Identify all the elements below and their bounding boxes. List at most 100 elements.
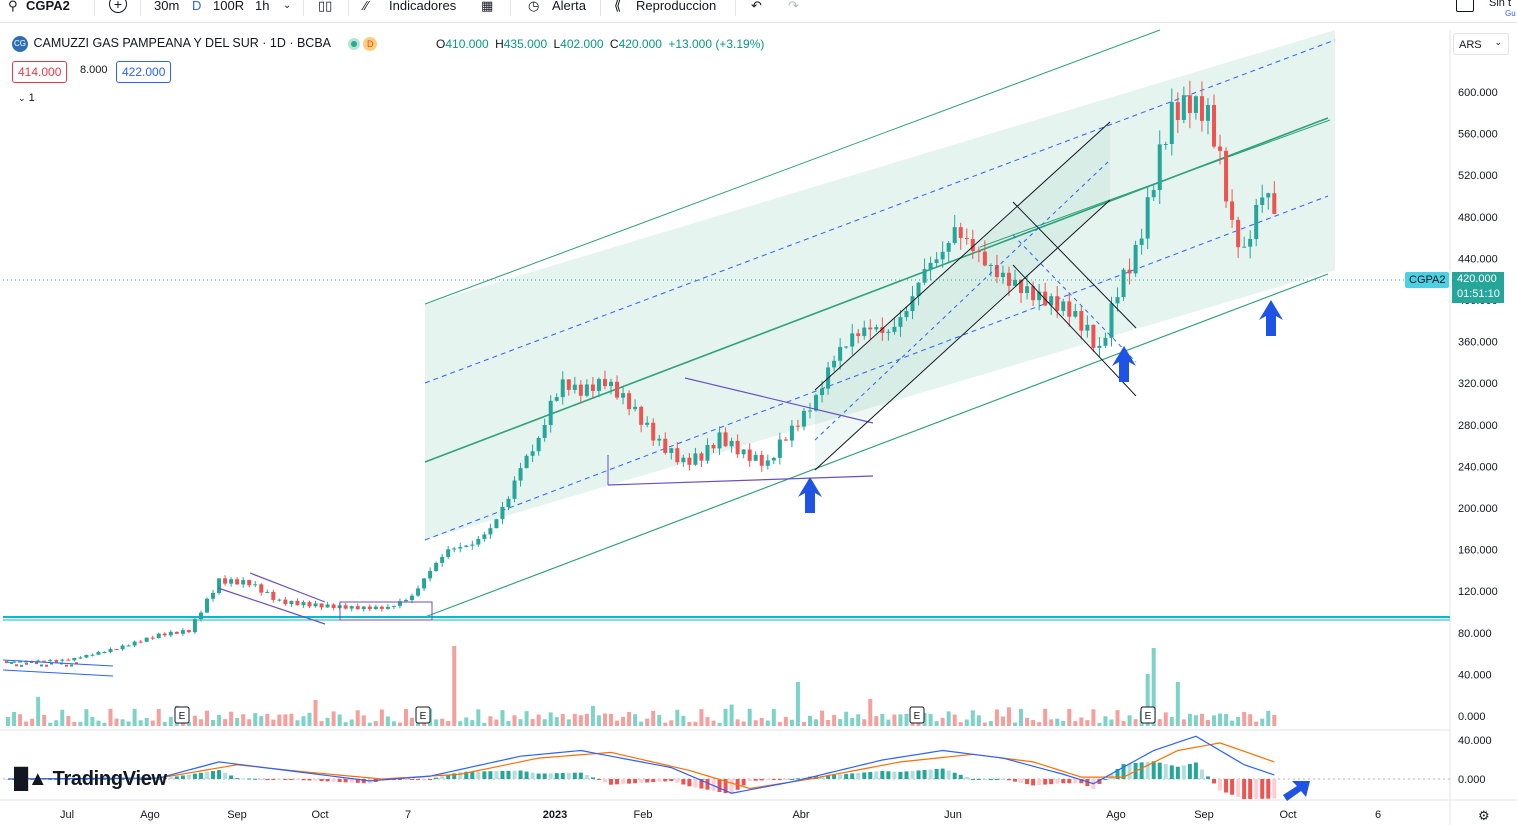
macd-histogram-bar (295, 779, 300, 781)
uptrend-lower-line (814, 199, 1111, 471)
volume-bar (530, 719, 535, 726)
early-channel-line (2, 669, 114, 677)
macd-histogram-bar (572, 772, 577, 779)
candle-body (476, 538, 481, 545)
volume-bar (1254, 721, 1259, 726)
volume-bar (42, 714, 47, 726)
indicators-button[interactable]: Indicadores (389, 0, 457, 13)
indicators-collapse[interactable]: ⌄ 1 (18, 92, 35, 104)
candle-body (753, 454, 758, 461)
macd-histogram-bar (84, 779, 89, 780)
candle-body (138, 641, 143, 643)
interval-1h-button[interactable]: 1h (255, 0, 270, 13)
volume-bar (970, 710, 975, 726)
volume-bar (711, 720, 716, 726)
currency-select[interactable]: ARS ⌄ (1453, 33, 1509, 55)
macd-histogram-bar (669, 779, 674, 781)
candle-body (1175, 102, 1180, 121)
candle-body (75, 662, 78, 665)
macd-histogram-bar (590, 777, 595, 779)
inner-channel-fill (815, 122, 1110, 470)
alert-button[interactable]: Alerta (552, 0, 586, 13)
candle-body (277, 599, 282, 601)
candle-body (1212, 105, 1216, 147)
macd-histogram-bar (1073, 779, 1078, 784)
macd-histogram-bar (325, 779, 330, 782)
x-tick-label: Sep (1194, 809, 1214, 821)
indicators-icon[interactable]: ∕∕ (364, 0, 369, 13)
open-value: 410.000 (445, 37, 489, 51)
y-tick-label: 120.000 (1458, 586, 1498, 598)
volume-bar (627, 712, 632, 726)
tradingview-logo[interactable]: █▲ TradingView (14, 768, 167, 791)
macd-histogram-bar (1242, 779, 1247, 800)
macd-histogram-bar (729, 779, 734, 795)
replay-icon[interactable]: ⟪ (614, 0, 622, 13)
macd-histogram-bar (657, 779, 662, 782)
volume-bar (1212, 715, 1216, 726)
macd-histogram-bar (687, 779, 692, 787)
up-arrow-marker (798, 477, 822, 513)
x-tick-label: Jun (944, 809, 962, 821)
macd-histogram-bar (1163, 764, 1168, 779)
candle-body (72, 657, 77, 661)
macd-histogram-bar (1061, 779, 1066, 784)
volume-bar (126, 721, 131, 726)
macd-histogram-bar (639, 779, 644, 783)
volume-bar (1006, 707, 1011, 726)
symbol-search[interactable]: CGPA2 (26, 0, 70, 13)
volume-bar (54, 720, 59, 726)
macd-histogram-bar (602, 779, 607, 783)
compare-add-button[interactable]: + (109, 0, 127, 13)
fullscreen-icon[interactable] (1456, 0, 1474, 12)
volume-bar (1236, 716, 1241, 726)
account-label[interactable]: Sin t (1489, 0, 1512, 9)
buy-price-button[interactable]: 422.000 (116, 61, 172, 83)
candle-body (723, 432, 728, 447)
replay-button[interactable]: Reproduccion (636, 0, 717, 13)
symbol-legend[interactable]: CG CAMUZZI GAS PAMPEANA Y DEL SUR · 1D ·… (12, 36, 378, 52)
macd-histogram-bar (476, 771, 481, 779)
macd-histogram-bar (1037, 779, 1042, 785)
alert-icon[interactable]: ◷ (528, 0, 540, 13)
volume-bar (566, 719, 571, 726)
macd-histogram-bar (1139, 762, 1144, 779)
candle-body (90, 654, 95, 656)
macd-histogram-bar (1218, 779, 1223, 791)
interval-30m-button[interactable]: 30m (154, 0, 180, 13)
candle-body (235, 579, 240, 585)
downtrend-mid-dashed (1012, 234, 1137, 363)
macd-histogram-bar (162, 778, 167, 780)
candle-body (615, 381, 620, 398)
volume-bar (759, 718, 764, 726)
volume-bar (337, 714, 342, 726)
branding-text: TradingView (52, 768, 167, 790)
interval-100r-button[interactable]: 100R (213, 0, 245, 13)
candle-body (645, 422, 650, 425)
redo-icon[interactable]: ↷ (788, 0, 799, 13)
candle-body (114, 649, 119, 651)
macd-histogram-bar (820, 775, 825, 779)
y-tick-label: 320.000 (1458, 378, 1498, 390)
earnings-label: E (914, 711, 921, 722)
candle-body (542, 425, 547, 438)
candles-icon[interactable]: ▯▯ (318, 0, 333, 13)
layouts-icon[interactable]: ▦ (481, 0, 494, 13)
chevron-down-icon[interactable]: ⌄ (283, 0, 292, 11)
last-price: 420.000 (1457, 273, 1497, 285)
interval-d-button[interactable]: D (192, 0, 202, 13)
volume-bar (771, 709, 776, 726)
sell-price-button[interactable]: 414.000 (12, 61, 68, 83)
candle-body (325, 604, 330, 608)
volume-bar (114, 718, 119, 726)
volume-bar (886, 719, 891, 726)
volume-bar (66, 715, 71, 726)
volume-bar (470, 720, 475, 726)
volume-bar (663, 722, 668, 726)
volume-bar (820, 710, 825, 726)
undo-icon[interactable]: ↶ (751, 0, 762, 13)
volume-bar (928, 713, 933, 726)
search-icon[interactable]: ⚲ (8, 0, 18, 13)
